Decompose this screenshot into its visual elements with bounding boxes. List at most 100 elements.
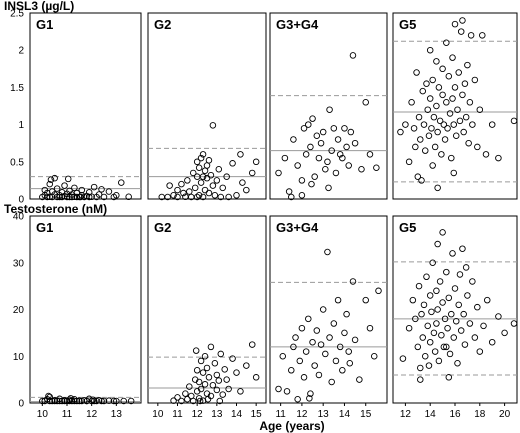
- insl3-g5-data-point: [451, 84, 459, 91]
- insl3-g1-data-point: [46, 180, 53, 188]
- testosterone-g5-data-point: [449, 250, 456, 257]
- insl3-g2-data-point: [164, 193, 171, 201]
- testosterone-g1-data-point: [110, 397, 118, 405]
- insl3-g5-data-point: [434, 128, 441, 136]
- insl3-g5-data-point: [430, 113, 438, 121]
- insl3-g1-panel-label: G1: [36, 17, 53, 32]
- testosterone-g1-data-point: [120, 397, 127, 405]
- testosterone-g1-data-point: [56, 397, 63, 405]
- insl3-g5-data-point: [439, 65, 446, 73]
- insl3-g2-data-point: [201, 186, 209, 194]
- testosterone-g2-data-point: [189, 397, 197, 405]
- insl3-g2-data-point: [209, 182, 217, 189]
- insl3-g2-data-point: [205, 189, 213, 197]
- insl3-g3-g4-data-point: [298, 177, 306, 184]
- testosterone-g5-data-point: [443, 343, 450, 351]
- insl3-g2-data-point: [225, 193, 232, 201]
- insl3-g1-data-point: [51, 174, 58, 182]
- testosterone-g1-data-point: [127, 397, 135, 405]
- testosterone-g3-g4-data-point: [290, 343, 297, 351]
- insl3-g3-g4-panel-frame: [269, 12, 388, 200]
- testosterone-g2-data-point: [174, 394, 181, 401]
- insl3-g5-data-point: [479, 32, 486, 39]
- insl3-g3-g4-data-point: [288, 193, 295, 201]
- testosterone-g3-g4-data-point: [311, 362, 318, 369]
- insl3-g5-data-point: [436, 117, 444, 125]
- testosterone-g3-g4-data-point: [309, 338, 316, 346]
- testosterone-g2-data-point: [248, 341, 256, 348]
- insl3-g3-g4-data-point: [362, 99, 369, 106]
- insl3-g5-data-point: [464, 61, 471, 69]
- insl3-g2-data-point: [205, 157, 213, 164]
- insl3-g1-data-point: [61, 182, 68, 189]
- testosterone-g5-data-point: [455, 301, 462, 309]
- insl3-g2-data-point: [166, 182, 173, 189]
- testosterone-g3-g4-data-point: [279, 353, 287, 360]
- insl3-g5-data-point: [402, 121, 409, 128]
- insl3-g2-data-point: [209, 122, 217, 129]
- testosterone-g5-data-point: [457, 327, 465, 334]
- insl3-g3-g4-data-point: [343, 143, 350, 151]
- insl3-g5-data-point: [423, 80, 430, 87]
- testosterone-g3-g4-data-point: [315, 371, 323, 379]
- testosterone-g1-data-point: [98, 397, 105, 405]
- insl3-g2-data-point: [252, 158, 260, 166]
- testosterone-g5-data-point: [469, 278, 476, 285]
- testosterone-g3-g4-data-point: [343, 310, 350, 318]
- insl3-g3-g4-data-point: [326, 106, 333, 113]
- testosterone-g3-g4-x-tick-label: 12: [296, 409, 308, 420]
- insl3-g5-data-point: [460, 128, 467, 136]
- testosterone-g2-data-point: [219, 391, 226, 398]
- testosterone-g5-data-point: [495, 313, 502, 320]
- testosterone-g5-data-point: [446, 350, 454, 358]
- testosterone-g5-x-tick-label: 16: [449, 409, 461, 420]
- insl3-g1-data-point: [68, 193, 76, 201]
- testosterone-g5-data-point: [480, 322, 487, 330]
- insl3-g5-data-point: [424, 106, 431, 113]
- testosterone-g2-data-point: [201, 381, 209, 388]
- testosterone-g3-g4-data-point: [328, 378, 335, 386]
- testosterone-g5-data-point: [434, 240, 441, 248]
- testosterone-g1-x-tick-label: 13: [111, 409, 123, 420]
- insl3-g5-data-point: [410, 125, 418, 132]
- testosterone-g5-data-point: [428, 308, 435, 316]
- testosterone-g1-panel-label: G1: [36, 220, 53, 235]
- testosterone-g2-data-point: [199, 369, 207, 376]
- insl3-g2-data-point: [199, 173, 207, 180]
- testosterone-g2-data-point: [237, 388, 244, 395]
- insl3-g3-g4-data-point: [336, 151, 344, 158]
- testosterone-g2-data-point: [243, 362, 250, 369]
- testosterone-g5-data-point: [434, 306, 441, 313]
- insl3-g5-data-point: [429, 162, 436, 169]
- insl3-g3-g4-data-point: [324, 158, 331, 166]
- insl3-g5-data-point: [417, 136, 424, 143]
- testosterone-g1-x-tick-label: 11: [62, 409, 73, 420]
- insl3-g3-g4-data-point: [322, 165, 329, 173]
- insl3-g2-data-point: [219, 184, 226, 192]
- testosterone-g2-data-point: [178, 397, 185, 405]
- testosterone-g2-data-point: [197, 385, 205, 393]
- testosterone-g3-g4-data-point: [283, 388, 291, 395]
- plot-area: 0 0.5 1 1.5 2 2.5 G1 G2 G3+G4 G5 0 10 20 30 40 G1 10 11 12…: [10, 9, 518, 420]
- insl3-g5-data-point: [449, 54, 456, 61]
- insl3-g5-data-point: [469, 121, 476, 128]
- insl3-g3-g4-data-point: [332, 169, 340, 177]
- testosterone-g3-g4-data-point: [345, 348, 352, 355]
- insl3-g2-data-point: [199, 151, 207, 158]
- insl3-g5-data-point: [445, 72, 453, 80]
- insl3-g5-data-point: [471, 76, 479, 84]
- insl3-g3-g4-data-point: [345, 162, 352, 169]
- insl3-g2-data-point: [184, 177, 191, 184]
- y-tick-label: 30: [13, 258, 25, 269]
- testosterone-axis-title: Testosterone (nM): [4, 202, 107, 216]
- insl3-g3-g4-data-point: [302, 151, 310, 158]
- insl3-g5-data-point: [421, 147, 429, 154]
- insl3-g2-data-point: [193, 158, 201, 166]
- testosterone-g1-data-point: [76, 397, 83, 404]
- insl3-g5-data-point: [495, 154, 502, 162]
- testosterone-g2-data-point: [201, 353, 209, 360]
- testosterone-g5-data-point: [445, 374, 453, 381]
- testosterone-g5-data-point: [423, 273, 430, 281]
- testosterone-g2-data-point: [196, 397, 204, 405]
- insl3-g5-data-point: [415, 113, 423, 121]
